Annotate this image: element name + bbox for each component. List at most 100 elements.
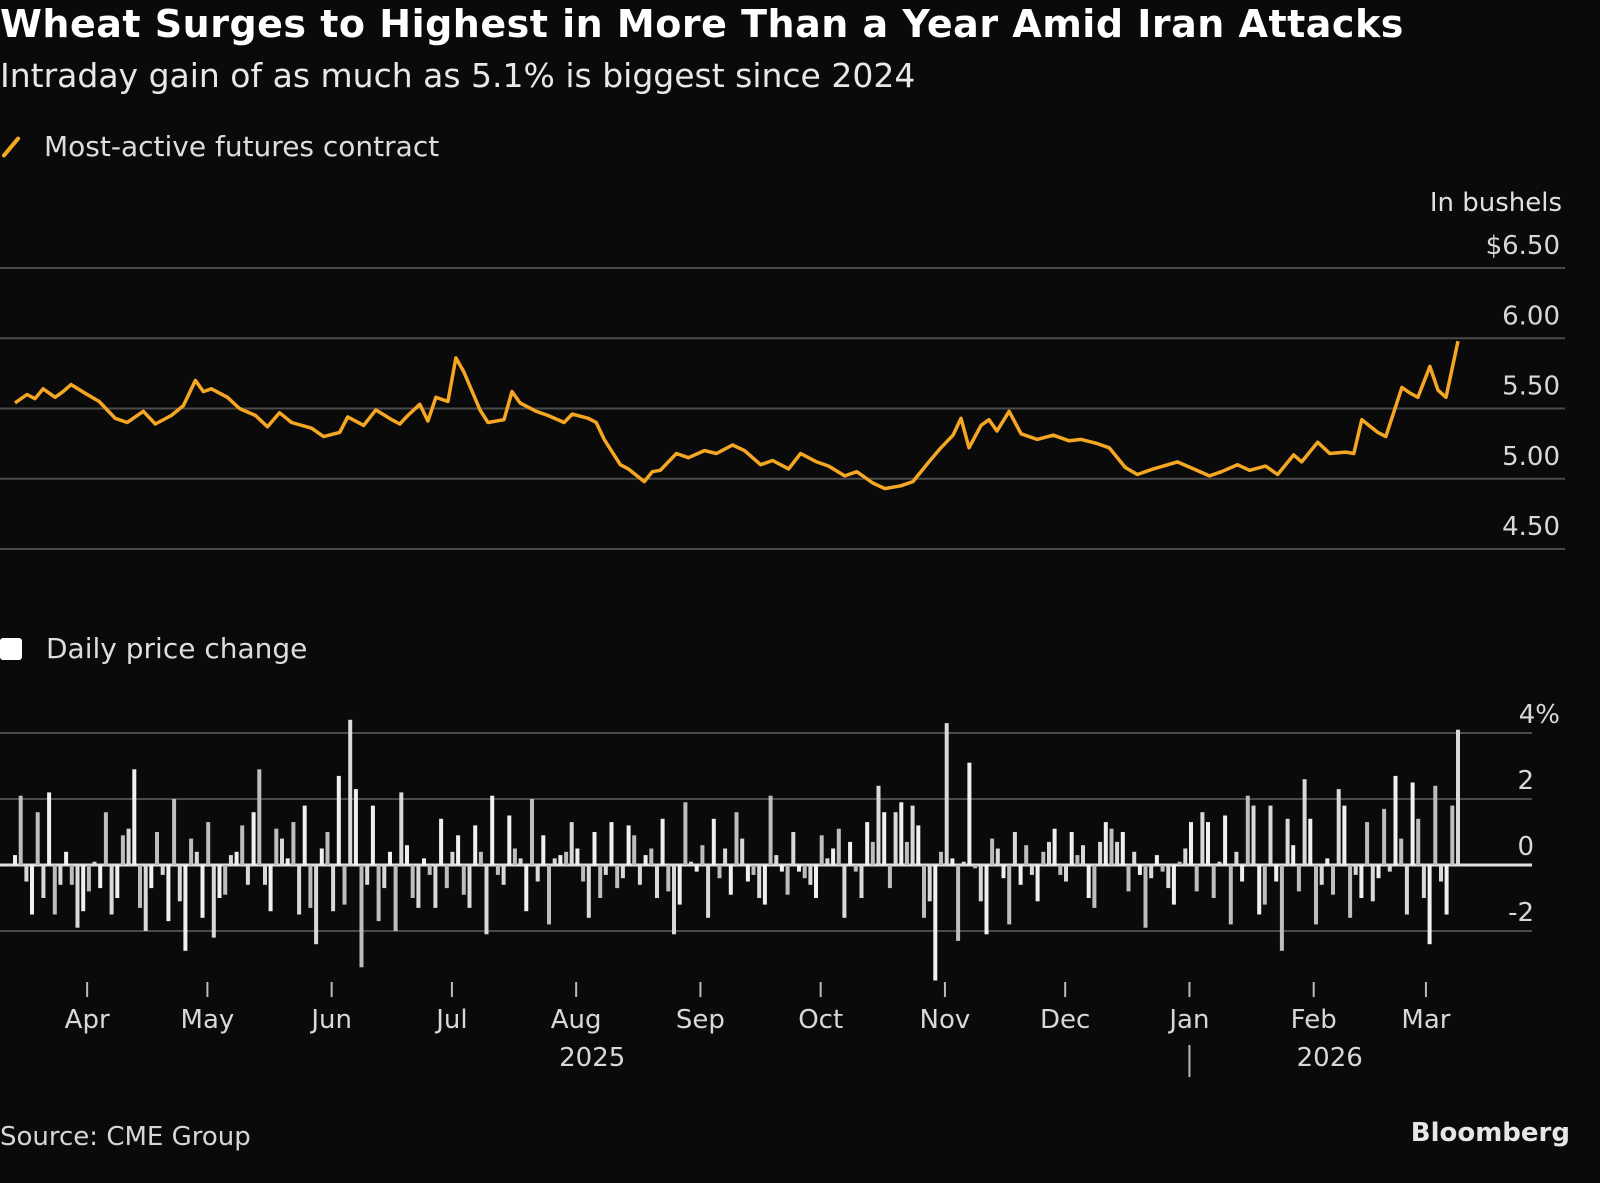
change-bar — [115, 865, 120, 898]
change-bar — [859, 865, 864, 898]
change-bar — [1234, 851, 1239, 865]
change-bar — [47, 792, 52, 865]
change-bar — [319, 848, 324, 865]
change-bar — [768, 795, 773, 865]
x-tick-label: Oct — [798, 1005, 843, 1035]
change-bar — [495, 865, 500, 875]
change-bar — [1018, 865, 1023, 885]
change-bar — [405, 845, 409, 865]
change-bar — [723, 848, 728, 865]
change-bar — [1132, 851, 1137, 865]
year-label: 2026 — [1297, 1043, 1363, 1073]
change-bar — [831, 848, 836, 865]
change-bar — [138, 865, 142, 908]
change-tick-label: 2 — [1517, 766, 1534, 796]
change-bar — [75, 865, 80, 928]
change-bar — [52, 865, 57, 915]
change-bar — [1012, 832, 1017, 865]
change-bar — [1353, 865, 1358, 875]
change-bar — [274, 828, 279, 865]
change-bar — [762, 865, 767, 905]
y-axis-unit-label: In bushels — [1429, 188, 1562, 218]
change-bar — [672, 865, 676, 935]
change-bar — [944, 723, 949, 865]
change-bar — [717, 865, 722, 879]
change-bar — [1092, 865, 1097, 908]
change-bar — [183, 865, 188, 951]
change-bar — [910, 805, 915, 865]
change-bar — [1421, 865, 1426, 898]
change-bar — [1416, 818, 1421, 865]
change-bar — [41, 865, 46, 898]
change-bar — [1319, 865, 1324, 885]
change-bar — [1308, 818, 1313, 865]
legend-line-label: Most-active futures contract — [44, 130, 440, 163]
change-bar — [1257, 865, 1262, 915]
change-bar — [217, 865, 222, 898]
change-bar — [64, 851, 69, 865]
source-note: Source: CME Group — [0, 1122, 251, 1152]
change-bar — [740, 838, 745, 865]
change-bar — [1171, 865, 1176, 905]
change-bar — [819, 835, 824, 865]
change-bar — [1103, 822, 1108, 865]
price-series — [13, 340, 1460, 491]
change-bar — [734, 812, 739, 865]
change-bar — [461, 865, 466, 895]
change-bar — [660, 818, 665, 865]
change-bar — [484, 865, 489, 935]
change-bar — [30, 865, 34, 915]
change-bar — [1245, 795, 1250, 865]
change-bar — [1444, 865, 1449, 915]
change-bar — [853, 865, 858, 872]
change-bar — [1285, 818, 1290, 865]
change-bar — [967, 762, 972, 865]
x-tick-label: Jun — [309, 1005, 352, 1035]
change-bar — [325, 832, 330, 865]
legend-line: Most-active futures contract — [0, 130, 439, 163]
change-bar — [904, 841, 909, 865]
change-bar — [263, 865, 267, 885]
change-bar — [1029, 865, 1034, 875]
change-bar — [1450, 805, 1455, 865]
change-bar — [1194, 865, 1199, 892]
change-bar — [86, 865, 91, 892]
change-bar — [956, 865, 961, 941]
change-bar — [575, 848, 580, 865]
change-bar — [416, 865, 421, 908]
change-bar — [1359, 865, 1364, 898]
x-tick-label: Jul — [434, 1005, 467, 1035]
change-bar — [399, 792, 404, 865]
change-bar — [757, 865, 762, 898]
change-bar — [598, 865, 603, 898]
change-bar — [1262, 865, 1267, 905]
change-bar — [280, 838, 284, 865]
change-bar — [802, 865, 807, 879]
change-bar — [1291, 845, 1296, 865]
change-bar — [1387, 865, 1392, 872]
change-bar — [1189, 822, 1193, 865]
change-bar — [1331, 865, 1335, 895]
change-bar — [995, 848, 1000, 865]
change-bar — [1342, 805, 1347, 865]
change-bar — [1404, 865, 1409, 915]
change-bar — [1075, 855, 1080, 865]
change-bar — [637, 865, 642, 885]
change-bar — [1058, 865, 1063, 875]
change-bar — [160, 865, 165, 875]
change-bar — [382, 865, 387, 889]
change-bar — [547, 865, 551, 925]
x-tick-label: Feb — [1291, 1005, 1337, 1035]
price-tick-label: 6.00 — [1502, 301, 1560, 331]
change-bar — [899, 802, 904, 865]
change-bar — [245, 865, 250, 885]
change-bar — [870, 841, 875, 865]
change-bar — [1041, 851, 1046, 865]
change-bar — [632, 835, 637, 865]
price-tick-label: $6.50 — [1486, 231, 1560, 261]
change-bar — [456, 835, 461, 865]
change-bar — [1456, 729, 1460, 865]
change-bar — [535, 865, 540, 882]
change-bar — [177, 865, 182, 902]
change-bar — [865, 822, 870, 865]
